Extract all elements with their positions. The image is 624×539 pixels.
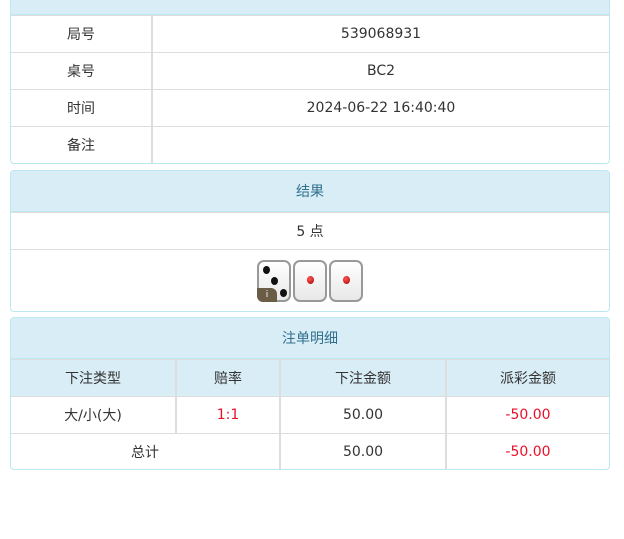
bet-type: 大/小(大) [64, 408, 122, 424]
die-3: i [257, 259, 291, 302]
pip [343, 275, 350, 284]
column-header: 下注金额 [279, 360, 445, 396]
label: 时间 [67, 101, 95, 117]
label: 备注 [67, 138, 95, 154]
info-icon[interactable]: i [257, 287, 277, 302]
total-label: 总计 [131, 445, 159, 461]
bet-amount: 50.00 [279, 397, 445, 433]
info-row-time: 时间 2024-06-22 16:40:40 [11, 89, 609, 126]
note-value [151, 127, 609, 163]
bet-details-panel: 注单明细 下注类型 赔率 下注金额 派彩金额 大/小(大) 1:1 50.00 … [10, 317, 610, 470]
info-panel-header [11, 0, 609, 15]
info-row-table: 桌号 BC2 [11, 52, 609, 89]
pip [263, 265, 270, 274]
bet-details-title: 注单明细 [11, 318, 609, 359]
total-amount: 50.00 [279, 434, 445, 469]
info-panel: 局号 539068931 桌号 BC2 时间 2024-06-22 16:40:40 … [10, 0, 610, 164]
total-payout: -50.00 [445, 434, 609, 469]
die-1 [329, 259, 363, 302]
column-header: 下注类型 [65, 371, 121, 387]
column-header: 派彩金额 [445, 360, 609, 396]
result-panel: 结果 5 点 i [10, 170, 610, 312]
result-title: 结果 [11, 171, 609, 212]
time-value: 2024-06-22 16:40:40 [151, 90, 609, 126]
bet-table-header: 下注类型 赔率 下注金额 派彩金额 [11, 359, 609, 396]
payout-amount: -50.00 [445, 397, 609, 433]
info-row-note: 备注 [11, 126, 609, 163]
die-1 [293, 259, 327, 302]
total-row: 总计 50.00 -50.00 [11, 433, 609, 469]
table-row: 大/小(大) 1:1 50.00 -50.00 [11, 396, 609, 433]
table-number: BC2 [151, 53, 609, 89]
pip [271, 276, 278, 285]
label: 局号 [67, 27, 95, 43]
pip [307, 275, 314, 284]
dice-row: i [11, 249, 609, 311]
column-header: 赔率 [175, 360, 279, 396]
info-row-round: 局号 539068931 [11, 15, 609, 52]
pip [280, 288, 287, 297]
odds: 1:1 [175, 397, 279, 433]
label: 桌号 [67, 64, 95, 80]
result-text: 5 点 [11, 212, 609, 249]
round-number: 539068931 [151, 16, 609, 52]
